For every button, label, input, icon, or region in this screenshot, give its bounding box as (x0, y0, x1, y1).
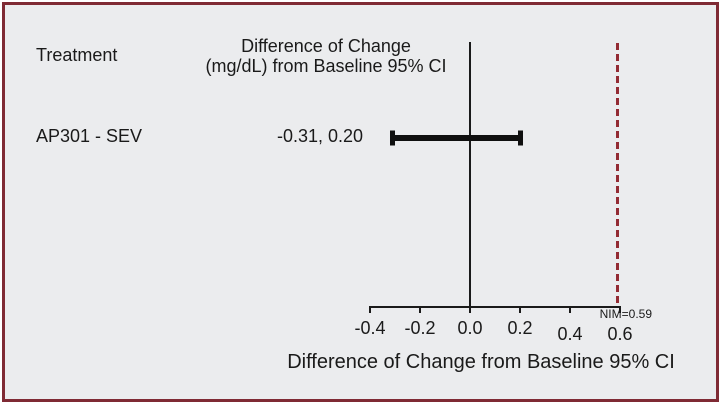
ci-bar (390, 130, 523, 146)
x-axis-tick (619, 306, 621, 313)
x-axis-tick (369, 306, 371, 313)
ci-lower-cap (390, 130, 395, 146)
zero-reference-line (469, 42, 471, 306)
x-axis-line (369, 306, 621, 308)
ci-upper-cap (517, 130, 523, 146)
nim-label: NIM=0.59 (599, 307, 652, 321)
ci-value-text: -0.31, 0.20 (276, 126, 364, 146)
estimate-column-header-line2: (mg/dL) from Baseline 95% CI (205, 56, 447, 76)
x-axis-tick-label: 0.4 (557, 324, 583, 344)
x-axis-tick-label: 0.0 (457, 318, 483, 338)
x-axis-tick-label: 0.6 (607, 324, 633, 344)
x-axis-tick-label: -0.2 (404, 318, 436, 338)
x-axis-tick (469, 306, 471, 313)
estimate-column-header-line1: Difference of Change (241, 36, 411, 56)
treatment-row-label: AP301 - SEV (36, 126, 143, 146)
x-axis-tick (419, 306, 421, 313)
treatment-column-header: Treatment (36, 45, 118, 65)
x-axis-tick-label: -0.4 (354, 318, 386, 338)
x-axis-tick-label: 0.2 (507, 318, 533, 338)
x-axis-tick (569, 306, 571, 313)
x-axis-title: Difference of Change from Baseline 95% C… (287, 351, 675, 373)
x-axis-tick (519, 306, 521, 313)
nim-reference-line (616, 43, 619, 306)
estimate-column-header: Difference of Change (mg/dL) from Baseli… (176, 36, 476, 76)
